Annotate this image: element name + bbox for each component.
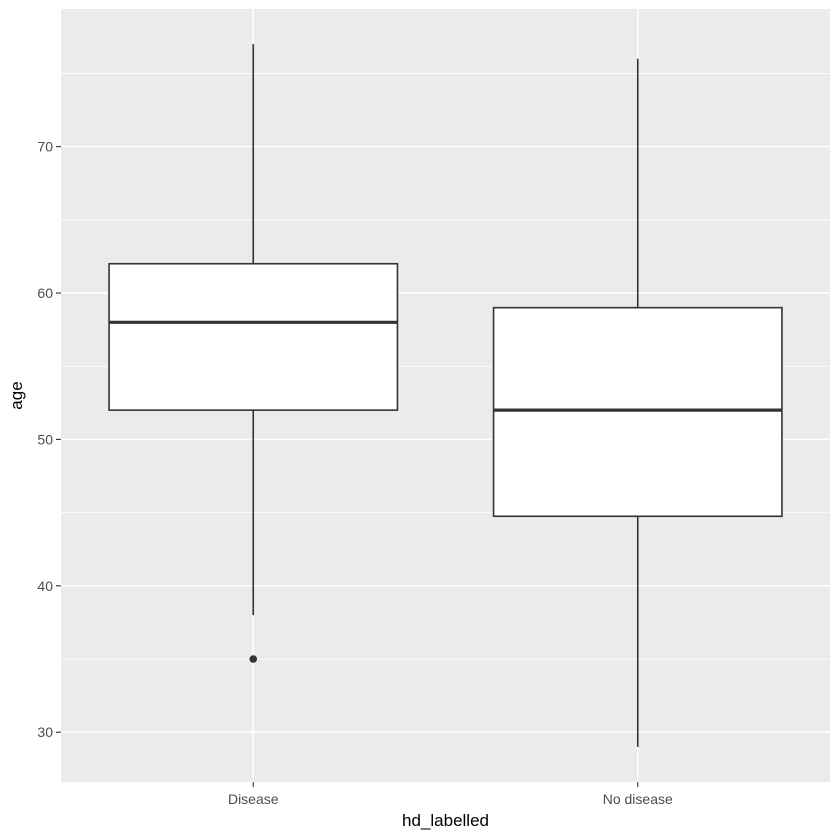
box-iqr <box>492 306 783 518</box>
x-tick-label: Disease <box>228 791 279 807</box>
x-axis-title: hd_labelled <box>402 811 489 830</box>
box-iqr <box>108 262 399 411</box>
y-axis-title: age <box>7 381 26 409</box>
y-tick-label: 50 <box>37 431 53 447</box>
x-tick-label: No disease <box>603 791 673 807</box>
y-tick-label: 60 <box>37 285 53 301</box>
x-axis: Disease No disease <box>228 782 673 807</box>
y-tick-label: 70 <box>37 139 53 155</box>
box-no-disease <box>492 58 783 747</box>
y-tick-label: 30 <box>37 724 53 740</box>
y-tick-label: 40 <box>37 578 53 594</box>
y-axis: 30 40 50 60 70 <box>37 139 61 740</box>
box-disease <box>108 44 399 663</box>
outlier-point <box>249 655 258 663</box>
box-series <box>108 44 783 747</box>
